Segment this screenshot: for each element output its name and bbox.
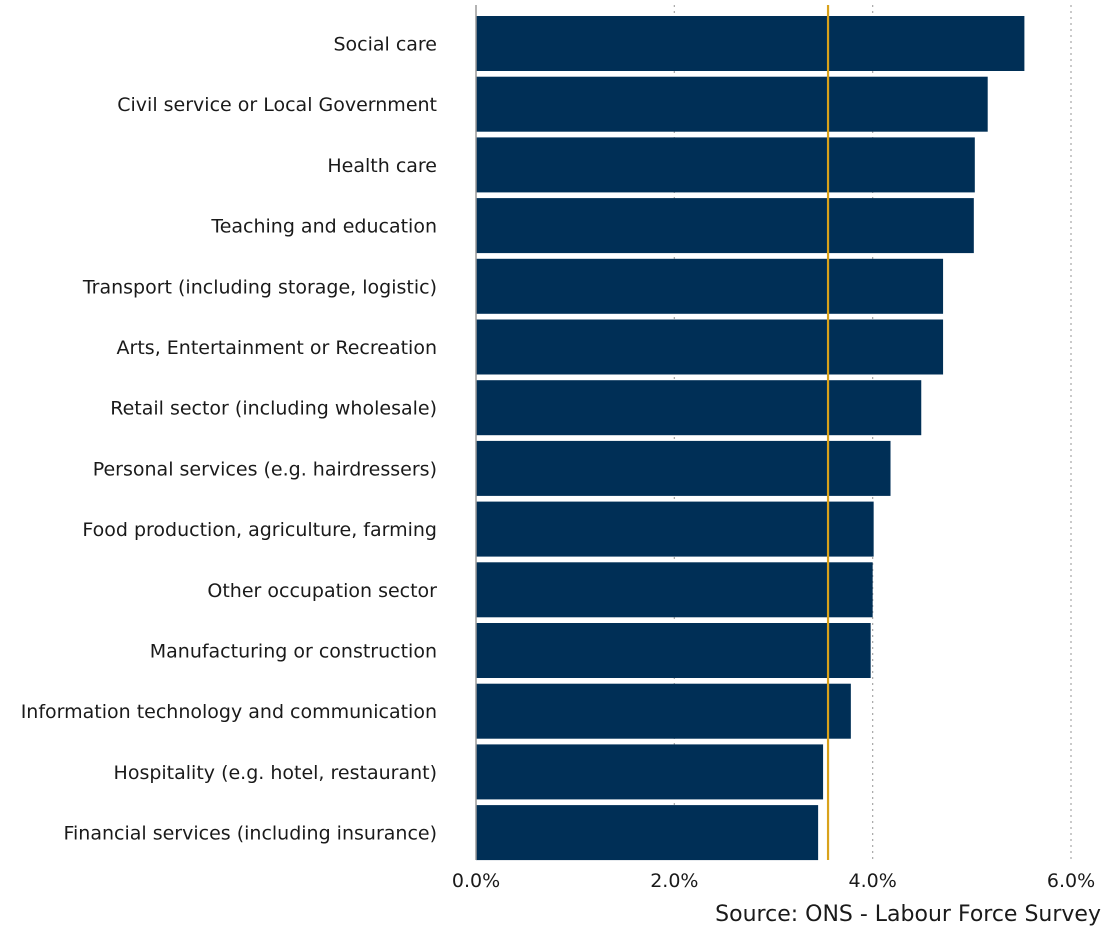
category-label-1: Civil service or Local Government <box>117 94 437 116</box>
category-label-8: Food production, agriculture, farming <box>82 519 437 541</box>
bar-9 <box>476 562 873 618</box>
x-tick-labels: 0.0% 2.0% 4.0% 6.0% <box>452 870 1095 892</box>
bar-7 <box>476 440 891 496</box>
x-tick-label-3: 6.0% <box>1047 870 1095 892</box>
source-note: Source: ONS - Labour Force Survey <box>715 902 1101 927</box>
category-label-2: Health care <box>327 155 437 177</box>
category-label-12: Hospitality (e.g. hotel, restaurant) <box>114 762 437 784</box>
bar-6 <box>476 380 922 436</box>
x-tick-label-1: 2.0% <box>650 870 698 892</box>
bar-0 <box>476 16 1025 71</box>
x-tick-label-0: 0.0% <box>452 870 500 892</box>
x-tick-label-2: 4.0% <box>849 870 897 892</box>
category-label-7: Personal services (e.g. hairdressers) <box>93 458 437 480</box>
category-label-9: Other occupation sector <box>207 580 437 602</box>
bar-13 <box>476 805 819 861</box>
category-label-13: Financial services (including insurance) <box>63 823 437 845</box>
category-label-6: Retail sector (including wholesale) <box>110 398 437 420</box>
bar-3 <box>476 198 974 254</box>
category-label-11: Information technology and communication <box>21 701 437 723</box>
category-label-4: Transport (including storage, logistic) <box>82 276 437 298</box>
bar-12 <box>476 744 824 800</box>
bar-1 <box>476 76 988 132</box>
bar-2 <box>476 137 975 193</box>
bar-8 <box>476 501 874 557</box>
category-label-5: Arts, Entertainment or Recreation <box>117 337 437 359</box>
category-labels: Social care Civil service or Local Govern… <box>21 34 437 845</box>
category-label-3: Teaching and education <box>210 216 437 238</box>
category-label-0: Social care <box>333 34 437 56</box>
bar-4 <box>476 258 944 314</box>
bars <box>476 16 1025 861</box>
category-label-10: Manufacturing or construction <box>150 641 437 663</box>
bar-11 <box>476 683 851 739</box>
bar-10 <box>476 623 871 678</box>
bar-5 <box>476 319 944 375</box>
